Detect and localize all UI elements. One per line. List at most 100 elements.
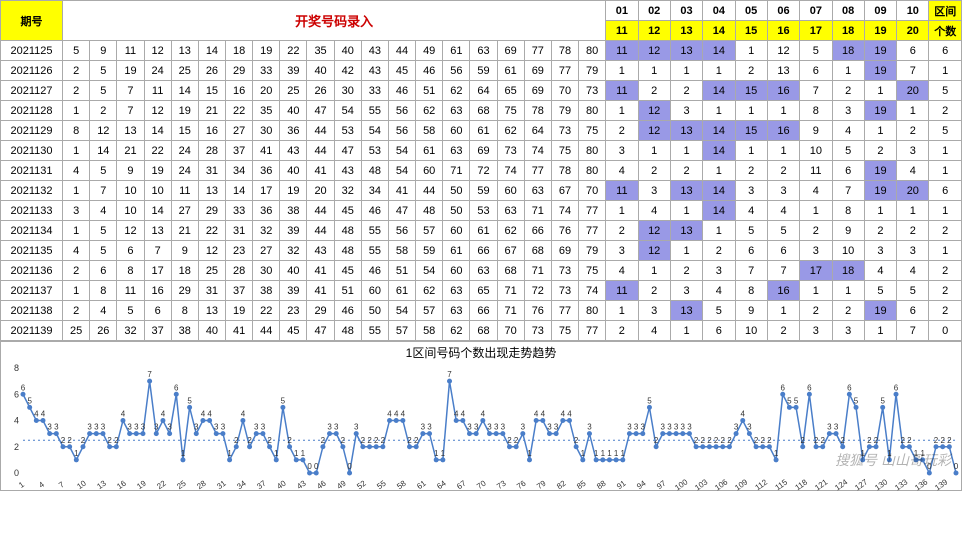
zone-cell: 3 bbox=[638, 181, 670, 201]
data-table: 期号 开奖号码录入 01 02 03 04 05 06 07 08 09 10 … bbox=[0, 0, 962, 341]
trend-chart: 1区间号码个数出现走势趋势 02468654433221233322433373… bbox=[0, 341, 962, 491]
svg-text:4: 4 bbox=[561, 410, 566, 419]
svg-text:0: 0 bbox=[347, 462, 352, 471]
count-cell: 2 bbox=[929, 221, 962, 241]
zone-cell: 9 bbox=[832, 221, 864, 241]
num-cell: 36 bbox=[253, 201, 280, 221]
zone-cell: 1 bbox=[735, 41, 767, 61]
num-cell: 76 bbox=[551, 221, 578, 241]
num-cell: 51 bbox=[334, 281, 361, 301]
num-cell: 19 bbox=[144, 161, 171, 181]
num-cell: 24 bbox=[144, 61, 171, 81]
num-cell: 25 bbox=[171, 61, 198, 81]
svg-text:3: 3 bbox=[127, 423, 132, 432]
num-cell: 53 bbox=[334, 121, 361, 141]
num-cell: 21 bbox=[171, 221, 198, 241]
num-cell: 74 bbox=[579, 281, 606, 301]
zone-cell: 20 bbox=[897, 181, 929, 201]
svg-text:67: 67 bbox=[455, 478, 468, 491]
num-cell: 75 bbox=[579, 261, 606, 281]
zone-cell: 2 bbox=[638, 81, 670, 101]
svg-text:4: 4 bbox=[41, 410, 46, 419]
svg-text:103: 103 bbox=[693, 477, 710, 492]
num-cell: 12 bbox=[198, 241, 225, 261]
svg-text:2: 2 bbox=[754, 436, 759, 445]
num-cell: 34 bbox=[361, 181, 388, 201]
svg-text:6: 6 bbox=[894, 383, 899, 392]
num-cell: 21 bbox=[198, 101, 225, 121]
num-cell: 5 bbox=[63, 41, 90, 61]
hn-12: 12 bbox=[638, 21, 670, 41]
zone-cell: 18 bbox=[832, 41, 864, 61]
svg-text:3: 3 bbox=[94, 423, 99, 432]
svg-text:3: 3 bbox=[467, 423, 472, 432]
period-cell: 2021126 bbox=[1, 61, 63, 81]
num-cell: 1 bbox=[63, 221, 90, 241]
svg-text:7: 7 bbox=[57, 480, 66, 490]
zone-cell: 2 bbox=[897, 121, 929, 141]
num-cell: 13 bbox=[198, 301, 225, 321]
num-cell: 67 bbox=[497, 241, 524, 261]
zone-cell: 4 bbox=[800, 181, 832, 201]
num-cell: 56 bbox=[388, 221, 415, 241]
svg-text:3: 3 bbox=[154, 423, 159, 432]
zone-cell: 2 bbox=[735, 61, 767, 81]
hn-07: 07 bbox=[800, 1, 832, 21]
zone-cell: 10 bbox=[832, 241, 864, 261]
zone-cell: 1 bbox=[638, 141, 670, 161]
num-cell: 70 bbox=[497, 321, 524, 341]
hn-04: 04 bbox=[703, 1, 735, 21]
num-cell: 29 bbox=[307, 301, 334, 321]
num-cell: 1 bbox=[63, 181, 90, 201]
num-cell: 71 bbox=[524, 201, 551, 221]
num-cell: 19 bbox=[280, 181, 307, 201]
svg-text:4: 4 bbox=[14, 416, 19, 426]
num-cell: 19 bbox=[171, 101, 198, 121]
num-cell: 80 bbox=[579, 141, 606, 161]
num-cell: 22 bbox=[226, 101, 253, 121]
header-entry: 开奖号码录入 bbox=[63, 1, 606, 41]
num-cell: 69 bbox=[497, 41, 524, 61]
num-cell: 79 bbox=[551, 101, 578, 121]
zone-cell: 4 bbox=[735, 201, 767, 221]
zone-cell: 1 bbox=[767, 101, 799, 121]
svg-text:88: 88 bbox=[595, 478, 608, 491]
svg-text:22: 22 bbox=[155, 478, 168, 491]
svg-text:100: 100 bbox=[673, 477, 690, 492]
svg-text:10: 10 bbox=[75, 478, 88, 491]
zone-cell: 8 bbox=[735, 281, 767, 301]
svg-text:3: 3 bbox=[194, 423, 199, 432]
num-cell: 57 bbox=[416, 301, 443, 321]
zone-cell: 4 bbox=[864, 261, 896, 281]
zone-cell: 5 bbox=[735, 221, 767, 241]
svg-text:3: 3 bbox=[214, 423, 219, 432]
svg-text:4: 4 bbox=[741, 410, 746, 419]
zone-cell: 1 bbox=[800, 281, 832, 301]
svg-text:4: 4 bbox=[401, 410, 406, 419]
num-cell: 26 bbox=[198, 61, 225, 81]
zone-cell: 14 bbox=[703, 121, 735, 141]
num-cell: 40 bbox=[307, 61, 334, 81]
num-cell: 35 bbox=[307, 41, 334, 61]
num-cell: 6 bbox=[117, 241, 144, 261]
svg-text:3: 3 bbox=[47, 423, 52, 432]
zone-cell: 1 bbox=[864, 81, 896, 101]
period-cell: 2021127 bbox=[1, 81, 63, 101]
svg-text:115: 115 bbox=[773, 477, 789, 492]
table-row: 2021126251924252629333940424345465659616… bbox=[1, 61, 962, 81]
zone-cell: 10 bbox=[800, 141, 832, 161]
zone-cell: 7 bbox=[897, 321, 929, 341]
zone-cell: 13 bbox=[670, 221, 702, 241]
num-cell: 65 bbox=[497, 81, 524, 101]
svg-text:3: 3 bbox=[487, 423, 492, 432]
num-cell: 14 bbox=[90, 141, 117, 161]
svg-text:3: 3 bbox=[681, 423, 686, 432]
num-cell: 29 bbox=[226, 61, 253, 81]
zone-cell: 2 bbox=[897, 221, 929, 241]
svg-text:2: 2 bbox=[67, 436, 72, 445]
num-cell: 54 bbox=[388, 161, 415, 181]
svg-text:6: 6 bbox=[807, 383, 812, 392]
svg-text:7: 7 bbox=[447, 370, 452, 379]
num-cell: 58 bbox=[416, 121, 443, 141]
zone-cell: 14 bbox=[703, 141, 735, 161]
